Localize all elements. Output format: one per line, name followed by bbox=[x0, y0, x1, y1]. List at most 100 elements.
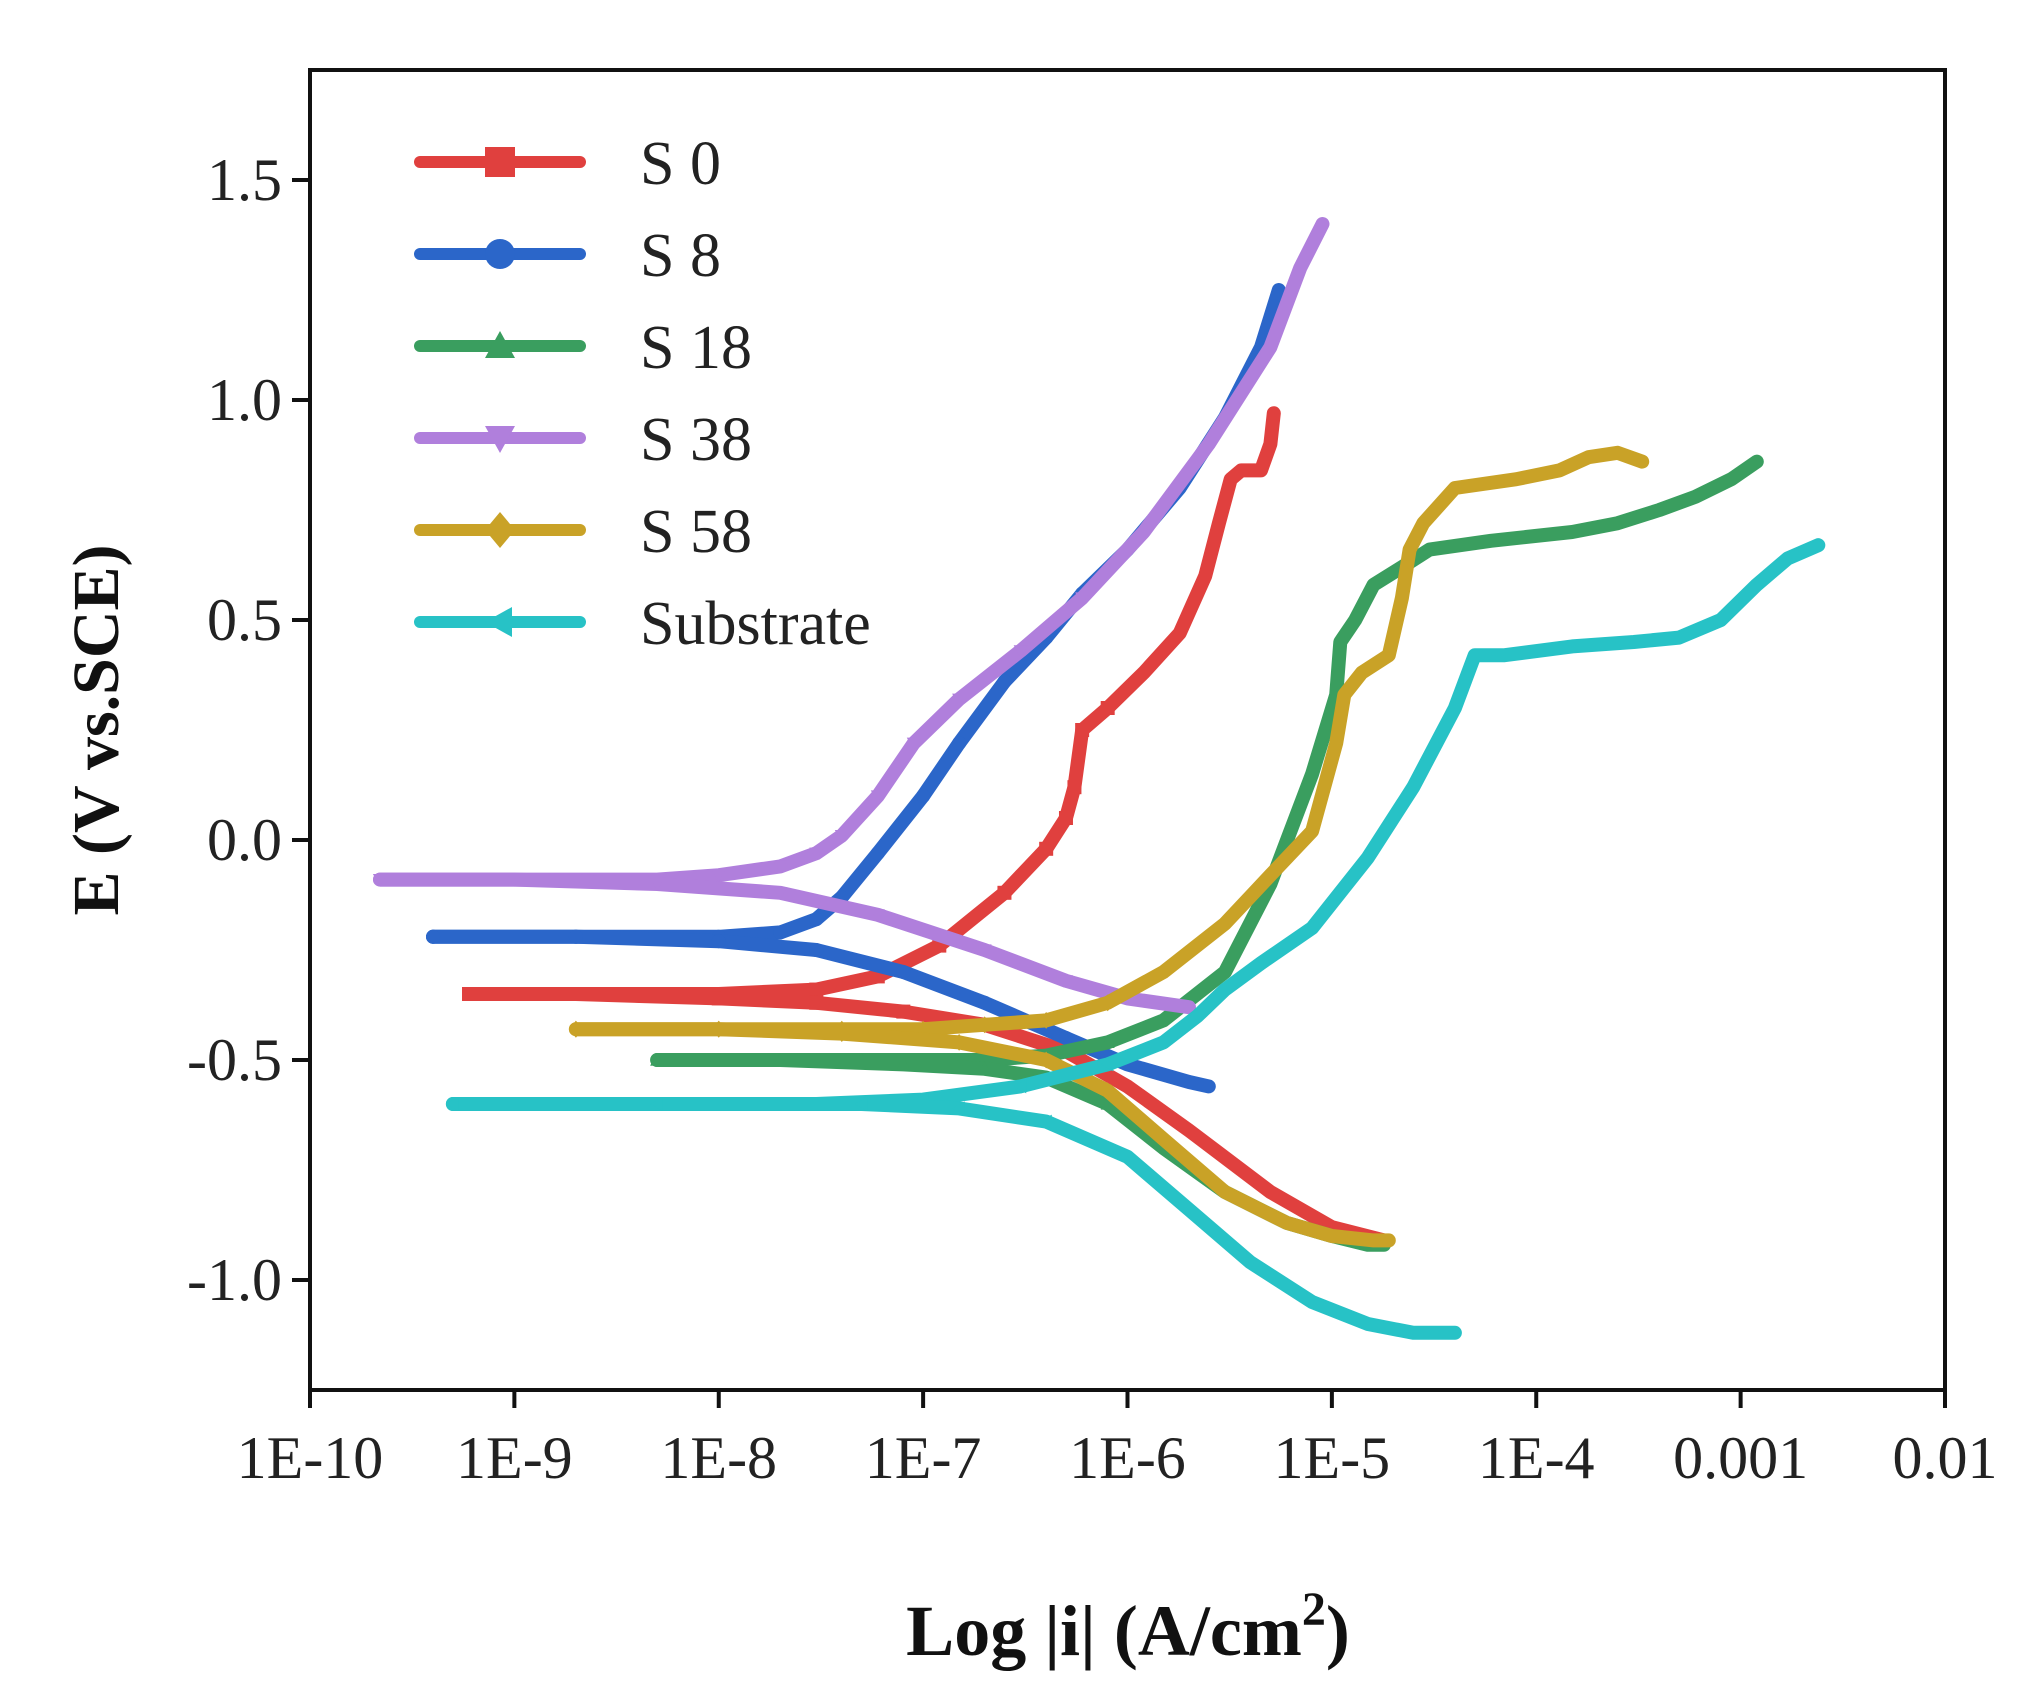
legend-label: S 38 bbox=[640, 406, 752, 474]
x-tick-label: 1E-9 bbox=[456, 1425, 573, 1491]
y-tick-label: -1.0 bbox=[187, 1247, 282, 1313]
curves-layer bbox=[372, 217, 1826, 1340]
series-s-0-point bbox=[1058, 811, 1073, 825]
x-tick-label: 1E-10 bbox=[237, 1425, 384, 1491]
series-s-0-point bbox=[568, 987, 583, 1001]
series-s-58-point bbox=[1100, 994, 1115, 1012]
y-tick-label: 0.5 bbox=[207, 587, 282, 653]
series-s-58-point bbox=[916, 1020, 931, 1038]
x-tick-label: 1E-5 bbox=[1274, 1425, 1391, 1491]
series-s-38-point bbox=[711, 869, 726, 883]
legend-swatch-marker bbox=[485, 147, 515, 177]
y-tick-label: 1.0 bbox=[207, 367, 282, 433]
x-tick-label: 1E-6 bbox=[1069, 1425, 1186, 1491]
series-substrate-point bbox=[854, 1097, 868, 1111]
series-substrate-point bbox=[1039, 1114, 1052, 1129]
series-s-0-point bbox=[462, 987, 477, 1001]
series-s-8-point bbox=[896, 965, 911, 979]
series-s-38-point bbox=[1058, 975, 1073, 988]
series-s-58-anodic-line bbox=[568, 445, 1650, 1037]
series-s-38-anodic-line bbox=[373, 217, 1330, 887]
series-substrate-point bbox=[1100, 1057, 1114, 1072]
series-s-8-point bbox=[773, 925, 788, 940]
legend-swatch-marker bbox=[485, 239, 515, 269]
series-s-8-point bbox=[1058, 1031, 1073, 1045]
series-s-0-point bbox=[997, 885, 1012, 900]
series-s-8-point bbox=[809, 943, 824, 957]
series-s-38-point bbox=[773, 860, 788, 874]
series-s-38-point bbox=[773, 887, 788, 900]
legend-label: S 58 bbox=[640, 498, 752, 566]
series-s-58-point bbox=[1100, 1082, 1115, 1100]
x-tick-label: 0.001 bbox=[1673, 1425, 1808, 1491]
series-substrate-point bbox=[650, 1097, 663, 1111]
series-s-8 bbox=[426, 283, 1286, 1094]
x-tick-label: 1E-7 bbox=[865, 1425, 982, 1491]
x-tick-label: 1E-8 bbox=[660, 1425, 777, 1491]
y-tick-label: 1.5 bbox=[207, 147, 282, 213]
series-s-0-point bbox=[1100, 701, 1115, 715]
series-s-8-point bbox=[977, 995, 992, 1010]
series-s-58-point bbox=[952, 1034, 967, 1051]
x-axis-title-main: Log |i| (A/cm bbox=[906, 1591, 1302, 1671]
series-s-18-point bbox=[1100, 1097, 1115, 1110]
series-s-38 bbox=[372, 217, 1330, 1015]
series-s-38-point bbox=[809, 847, 824, 861]
legend-label: S 8 bbox=[640, 222, 721, 290]
legend-item-substrate: Substrate bbox=[414, 590, 871, 658]
series-s-0-cathodic-line bbox=[462, 987, 1391, 1248]
series-s-58-cathodic-line bbox=[568, 1022, 1396, 1248]
series-s-0-point bbox=[1039, 841, 1054, 856]
legend-swatch-marker bbox=[485, 331, 515, 358]
legend-label: S 0 bbox=[640, 130, 721, 198]
series-s-8-point bbox=[711, 934, 726, 949]
legend-swatch-marker bbox=[485, 512, 515, 548]
series-s-58-point bbox=[1039, 1051, 1054, 1069]
series-s-58-point bbox=[1039, 1012, 1054, 1029]
x-axis: 1E-10 1E-9 1E-8 1E-7 1E-6 1E-5 1E-4 0.001 0.01 bbox=[237, 1390, 1998, 1491]
series-s-18-point bbox=[977, 1061, 992, 1075]
series-s-38-point bbox=[870, 790, 885, 803]
series-substrate-point bbox=[952, 1101, 965, 1116]
y-axis: -1.0 -0.5 0.0 0.5 1.0 1.5 bbox=[187, 147, 310, 1313]
legend-label: S 18 bbox=[640, 314, 752, 382]
legend-item-s-38: S 38 bbox=[414, 406, 752, 474]
plot-area-frame bbox=[308, 68, 1947, 1392]
series-s-58-point bbox=[834, 1025, 849, 1042]
series-s-38-point bbox=[1075, 592, 1090, 605]
series-s-8-cathodic-line bbox=[426, 929, 1216, 1094]
series-substrate-point bbox=[445, 1097, 459, 1111]
series-s-18-point bbox=[896, 1057, 911, 1070]
series-substrate-cathodic-line bbox=[445, 1097, 1462, 1340]
series-s-8-point bbox=[997, 674, 1012, 689]
x-axis-title: Log |i| (A/cm2) bbox=[906, 1583, 1350, 1671]
series-s-0-point bbox=[896, 1004, 911, 1019]
series-s-0-point bbox=[1075, 723, 1090, 737]
series-s-38-point bbox=[977, 944, 992, 957]
series-substrate-point bbox=[1013, 1079, 1027, 1094]
legend-swatch-marker bbox=[485, 426, 515, 453]
series-s-18-anodic-line bbox=[650, 454, 1764, 1067]
series-s-0-point bbox=[1067, 780, 1082, 795]
series-s-58-point bbox=[977, 1016, 992, 1034]
legend-swatch-marker bbox=[485, 607, 512, 637]
legend-item-s-8: S 8 bbox=[414, 222, 721, 290]
x-axis-title-superscript: 2 bbox=[1302, 1583, 1326, 1636]
series-s-38-point bbox=[650, 878, 665, 891]
legend: S 0 S 8 S 18 S 38 S 58 Substrate bbox=[414, 130, 871, 658]
legend-item-s-18: S 18 bbox=[414, 314, 752, 382]
series-s-8-point bbox=[809, 912, 824, 927]
series-s-38-point bbox=[870, 909, 885, 922]
series-s-8-point bbox=[870, 846, 885, 861]
series-s-0 bbox=[462, 406, 1391, 1248]
series-s-0-point bbox=[711, 991, 726, 1006]
series-s-8-point bbox=[952, 736, 967, 751]
series-s-18-point bbox=[773, 1053, 788, 1066]
legend-label: Substrate bbox=[640, 590, 871, 658]
series-s-38-point bbox=[952, 693, 967, 707]
legend-item-s-58: S 58 bbox=[414, 498, 752, 566]
series-s-58 bbox=[568, 445, 1650, 1248]
legend-item-s-0: S 0 bbox=[414, 130, 721, 198]
series-substrate-anodic-line bbox=[445, 538, 1826, 1111]
series-s-58-point bbox=[568, 1020, 583, 1038]
